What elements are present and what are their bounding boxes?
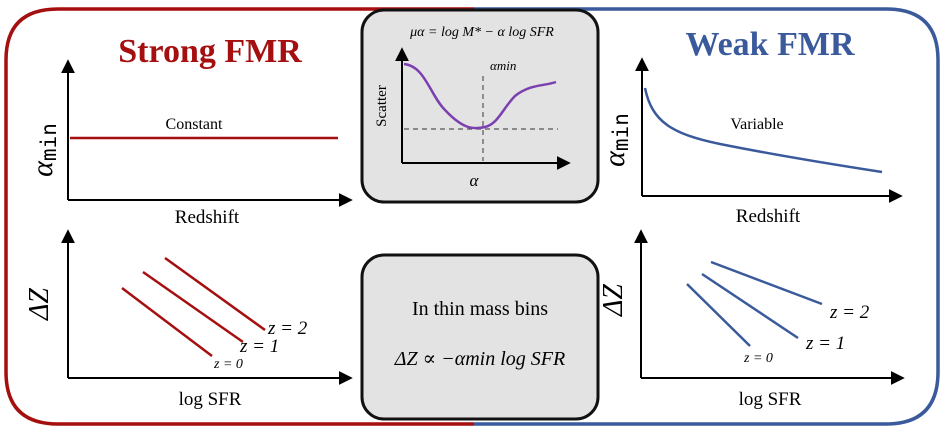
deltaZ-relation: ΔZ ∝ −αmin log SFR [394, 348, 565, 370]
y-axis-label: ΔZ [24, 288, 55, 321]
strong-redshift-lines [121, 256, 266, 357]
alpha-symbol: α [598, 150, 631, 167]
z2-line [710, 260, 823, 306]
z0-label: z = 0 [213, 357, 243, 372]
scatter-label: Scatter [374, 85, 390, 127]
thin-mass-bins-panel: In thin mass bins ΔZ ∝ −αmin log SFR [360, 253, 600, 421]
alpha-min-marker-label: αmin [490, 58, 516, 73]
weak-deltaZ-vs-sfr-plot: ΔZ log SFR z = 2 z = 1 z = 0 [598, 229, 905, 410]
alpha-subscript: min [609, 113, 633, 151]
z0-line [686, 283, 751, 347]
strong-deltaZ-vs-sfr-plot: ΔZ log SFR z = 2 z = 1 z = 0 [24, 229, 353, 410]
y-axis-label: αmin [26, 123, 61, 177]
z2-label: z = 2 [829, 302, 870, 323]
y-axis-label: ΔZ [598, 284, 629, 317]
mu-equation: μα = log M* − α log SFR [409, 25, 554, 40]
z0-label: z = 0 [743, 351, 773, 366]
thin-mass-bins-label: In thin mass bins [412, 298, 548, 320]
alpha-symbol: α [26, 160, 59, 177]
x-axis-label: Redshift [736, 206, 801, 227]
weak-fmr-frame [474, 7, 940, 426]
weak-redshift-lines [686, 260, 823, 347]
scatter-vs-alpha-panel: μα = log M* − α log SFR Scatter α αmin [360, 8, 600, 204]
alpha-axis-label: α [470, 171, 480, 190]
strong-fmr-frame [4, 7, 474, 426]
weak-fmr-title: Weak FMR [685, 26, 854, 63]
alpha-subscript: min [37, 123, 61, 161]
z2-label: z = 2 [267, 318, 308, 339]
strong-fmr-title: Strong FMR [118, 33, 302, 70]
decaying-alpha-curve [643, 87, 883, 174]
z2-line [164, 256, 266, 332]
x-axis-label: log SFR [179, 389, 242, 410]
strong-alpha-vs-redshift-plot: αmin Redshift Constant [26, 59, 353, 228]
thin-mass-bins-box [360, 253, 600, 421]
z1-label: z = 1 [805, 333, 845, 354]
scatter-curve [403, 62, 557, 130]
x-axis-label: log SFR [739, 389, 802, 410]
z1-line [142, 270, 244, 344]
z0-line [121, 287, 213, 357]
scatter-panel-box [360, 8, 600, 204]
constant-annotation: Constant [166, 116, 223, 133]
y-axis-label: αmin [598, 113, 633, 167]
weak-alpha-vs-redshift-plot: αmin Redshift Variable [598, 57, 903, 227]
z1-label: z = 1 [239, 336, 279, 357]
variable-annotation: Variable [730, 116, 783, 133]
x-axis-label: Redshift [175, 207, 240, 228]
z1-line [701, 272, 799, 340]
